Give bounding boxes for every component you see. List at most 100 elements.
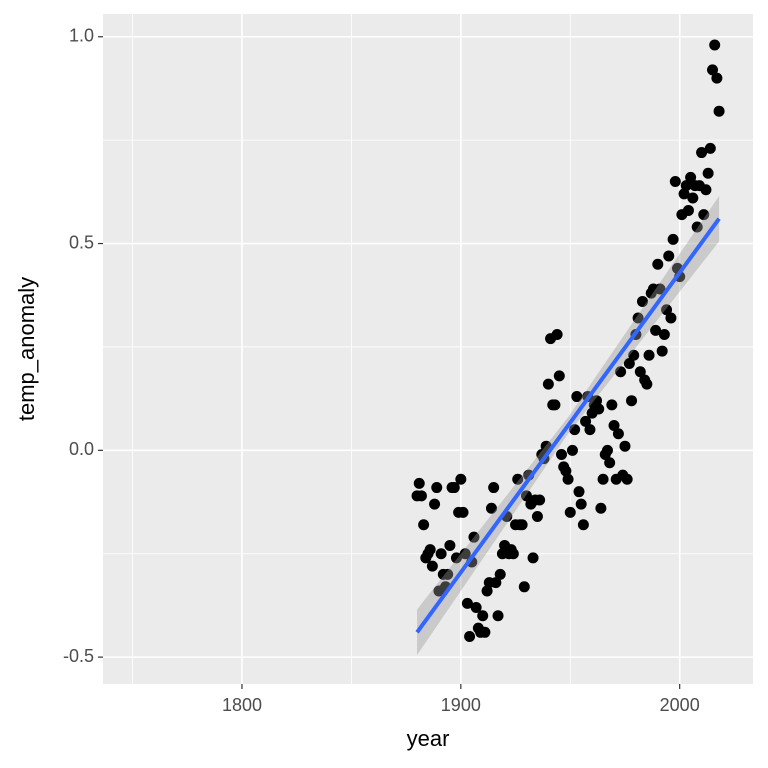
point — [678, 188, 690, 200]
point — [542, 378, 554, 390]
point — [464, 630, 476, 642]
point — [628, 349, 640, 361]
point — [709, 39, 721, 51]
point — [457, 506, 469, 518]
point — [680, 180, 692, 192]
point — [518, 581, 530, 593]
point — [468, 531, 480, 543]
point — [531, 511, 543, 522]
point — [455, 473, 467, 485]
point — [711, 72, 723, 84]
x-tick-label: 1800 — [222, 695, 262, 715]
point — [669, 176, 681, 187]
point — [691, 221, 703, 233]
point — [593, 403, 605, 415]
point — [619, 440, 631, 452]
point — [713, 105, 725, 117]
point — [527, 552, 539, 564]
point — [492, 610, 504, 622]
point — [444, 539, 456, 551]
point — [601, 444, 613, 456]
point — [696, 147, 708, 159]
point — [488, 482, 500, 494]
point — [426, 560, 438, 572]
point — [413, 477, 425, 489]
point — [626, 395, 638, 407]
point — [623, 357, 635, 369]
point — [577, 519, 589, 531]
point — [534, 494, 546, 506]
point — [520, 490, 532, 502]
panel — [103, 14, 753, 684]
point — [584, 424, 596, 436]
point — [621, 473, 633, 485]
point — [643, 349, 655, 361]
point — [485, 502, 497, 514]
point — [641, 378, 653, 390]
point — [702, 167, 714, 179]
point — [435, 548, 447, 560]
y-tick-label: -0.5 — [63, 646, 94, 666]
point — [652, 258, 664, 270]
point — [663, 250, 675, 262]
point — [450, 552, 462, 564]
x-tick-label: 1900 — [441, 695, 481, 715]
point — [459, 548, 471, 560]
point — [477, 610, 489, 622]
point — [494, 568, 506, 580]
point — [507, 548, 519, 560]
x-axis-title: year — [407, 726, 450, 751]
point — [704, 142, 716, 154]
point — [682, 204, 694, 216]
point — [490, 577, 502, 589]
point — [597, 473, 609, 485]
point — [615, 366, 627, 378]
point — [479, 626, 491, 638]
point — [604, 457, 616, 469]
point — [429, 498, 441, 510]
point — [551, 329, 563, 341]
point — [612, 428, 624, 440]
point — [654, 283, 666, 295]
point — [566, 444, 578, 456]
point — [606, 399, 618, 411]
point — [632, 312, 644, 324]
point — [569, 424, 581, 436]
y-tick-label: 1.0 — [69, 25, 94, 45]
point — [442, 568, 454, 580]
point — [667, 233, 679, 245]
point — [431, 482, 443, 494]
point — [698, 209, 710, 221]
point — [665, 312, 677, 324]
point — [687, 192, 699, 204]
point — [661, 304, 673, 316]
trend-line — [415, 217, 721, 634]
point — [595, 502, 607, 514]
point — [562, 473, 574, 485]
point — [634, 366, 646, 378]
point — [707, 64, 719, 76]
point — [636, 295, 648, 307]
point — [553, 370, 565, 382]
point — [418, 519, 430, 531]
point — [448, 482, 460, 494]
point — [575, 498, 587, 510]
point — [516, 519, 528, 531]
point — [424, 544, 436, 556]
y-axis-title: temp_anomaly — [14, 277, 39, 421]
y-tick-label: 0.5 — [69, 232, 94, 252]
point — [685, 171, 697, 183]
point — [580, 415, 592, 427]
point — [700, 184, 712, 196]
point — [461, 597, 473, 609]
point — [549, 399, 561, 411]
point — [512, 473, 524, 485]
point — [608, 420, 620, 432]
point — [415, 490, 427, 502]
y-tick-label: 0.0 — [69, 439, 94, 459]
point — [571, 391, 583, 403]
point — [560, 465, 572, 477]
point — [556, 448, 568, 460]
